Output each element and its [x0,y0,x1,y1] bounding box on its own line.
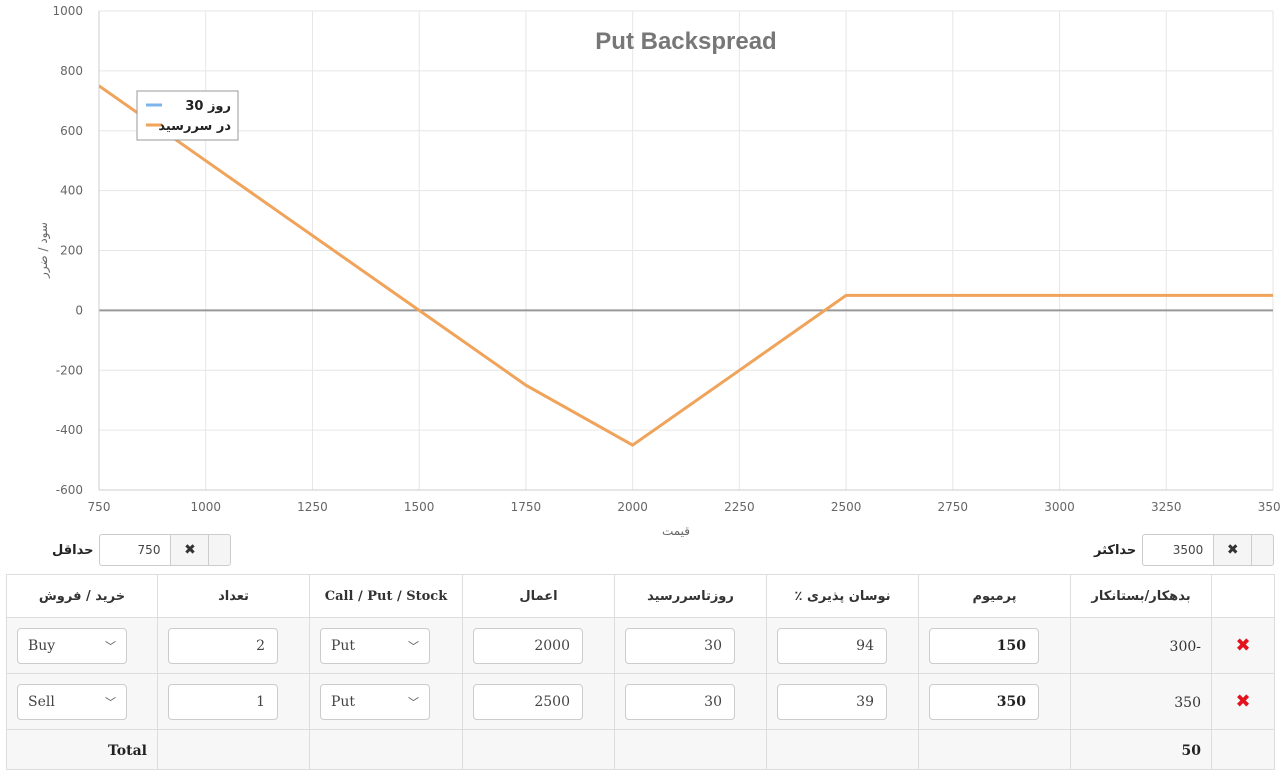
y-tick-label: 200 [60,244,83,258]
chart-title: Put Backspread [595,28,776,55]
max-range-clear-button[interactable]: ✖ [1214,534,1253,566]
min-range-input[interactable] [99,534,172,566]
premium-input[interactable] [929,683,1039,720]
iv-input[interactable] [777,683,887,720]
type-select[interactable]: Put ﹀ [320,627,430,664]
header-premium: پرمیوم [918,574,1071,618]
legend-item: 30 روز [185,99,231,114]
strike-input[interactable] [473,627,583,664]
x-tick-label: 3000 [1044,500,1075,514]
table-header-row: خرید / فروش تعداد Call / Put / Stock اعم… [6,574,1275,618]
chevron-down-icon: ﹀ [408,695,419,709]
side-select[interactable]: Buy ﹀ [17,627,127,664]
legend-box [136,90,239,141]
y-tick-label: 800 [60,64,83,78]
header-type: Call / Put / Stock [309,574,463,618]
header-debit-credit: بدهکار/بستانکار [1070,574,1212,618]
qty-input[interactable] [168,683,278,720]
header-strike: اعمال [462,574,615,618]
days-input[interactable] [625,683,735,720]
x-tick-label: 1000 [190,500,221,514]
iv-input[interactable] [777,627,887,664]
side-select[interactable]: Sell ﹀ [17,683,127,720]
chart-svg: 750 1000 1250 1500 1750 2000 2250 2500 2750 3000 3… [36,4,1280,538]
chart-legend: 30 روز در سررسید [136,90,239,141]
x-tick-label: 2250 [724,500,755,514]
header-days: روزتاسررسید [614,574,767,618]
table-row: Sell ﹀ Put ﹀ 350 ✖ [6,673,1275,730]
side-select-value: Sell [28,693,55,710]
min-range-clear-button[interactable]: ✖ [171,534,210,566]
min-range-control: حداقل ✖ [52,533,232,567]
close-icon: ✖ [1226,542,1239,558]
type-select-value: Put [331,637,356,654]
x-tick-label: 1250 [297,500,328,514]
y-tick-label: -200 [56,363,83,377]
x-tick-label: 3250 [1151,500,1182,514]
chevron-down-icon: ﹀ [105,639,116,653]
delete-icon[interactable]: ✖ [1235,635,1251,656]
days-input[interactable] [625,627,735,664]
y-tick-label: 0 [75,303,83,317]
x-tick-label: 2000 [617,500,648,514]
debit-credit-value: 350 [1174,695,1201,711]
y-tick-label: -400 [56,423,83,437]
x-tick-label: 1750 [511,500,542,514]
table-row: Buy ﹀ Put ﹀ 300- ✖ [6,617,1275,674]
total-row: Total 50 [6,729,1275,770]
y-tick-label: 1000 [52,4,83,18]
y-axis-label: سود / ضرر [36,222,51,279]
x-tick-label: 3500 [1258,500,1280,514]
y-tick-label: 400 [60,184,83,198]
x-tick-label: 2500 [831,500,862,514]
qty-input[interactable] [168,627,278,664]
side-select-value: Buy [28,637,56,654]
header-buy-sell: خرید / فروش [6,574,158,618]
total-value: 50 [1181,743,1201,759]
y-tick-label: 600 [60,124,83,138]
max-range-label: حداکثر [1094,542,1137,558]
series-line-1 [99,84,1273,447]
premium-input[interactable] [929,627,1039,664]
strike-input[interactable] [473,683,583,720]
x-axis-label: قیمت [662,524,690,538]
x-tick-label: 1500 [404,500,435,514]
header-delete [1211,574,1275,618]
header-qty: تعداد [157,574,310,618]
min-range-extra-button[interactable] [209,534,232,566]
legs-table: خرید / فروش تعداد Call / Put / Stock اعم… [6,574,1275,770]
header-iv: ٪ نوسان پذیری [766,574,919,618]
delete-icon[interactable]: ✖ [1235,691,1251,712]
legend-item: در سررسید [158,119,231,134]
chevron-down-icon: ﹀ [408,639,419,653]
max-range-control: حداکثر ✖ [1094,533,1275,567]
x-tick-label: 2750 [938,500,969,514]
y-tick-label: -600 [56,483,83,497]
max-range-extra-button[interactable] [1252,534,1275,566]
min-range-label: حداقل [52,542,94,558]
close-icon: ✖ [184,542,196,558]
payoff-chart: 750 1000 1250 1500 1750 2000 2250 2500 2750 3000 3… [36,4,1280,538]
max-range-input[interactable] [1142,534,1215,566]
total-label: Total [107,743,147,759]
type-select-value: Put [331,693,356,710]
type-select[interactable]: Put ﹀ [320,683,430,720]
x-tick-label: 750 [88,500,111,514]
debit-credit-value: 300- [1169,639,1201,655]
chevron-down-icon: ﹀ [105,695,116,709]
